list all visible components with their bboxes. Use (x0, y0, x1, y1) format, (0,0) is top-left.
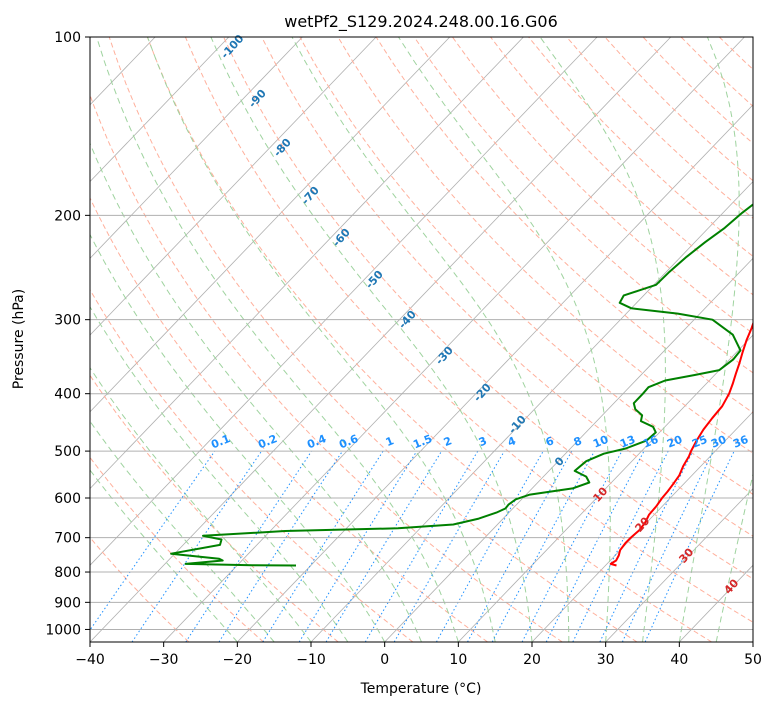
mixing-ratio-line (572, 450, 669, 642)
sounding-series (170, 203, 753, 567)
x-tick-label: 50 (744, 652, 762, 668)
dry-adiabat-line (261, 37, 753, 537)
dry-adiabat-line (223, 37, 753, 580)
moist-adiabat-line (90, 142, 422, 642)
isotherm-line (90, 37, 672, 642)
dry-adiabat-line (108, 37, 638, 642)
chart-title: wetPf2_S129.2024.248.00.16.G06 (284, 12, 558, 32)
y-tick-label: 1000 (45, 622, 81, 638)
y-tick-label: 900 (54, 595, 81, 611)
isotherm-line (90, 37, 377, 336)
dry-adiabat-line (337, 37, 753, 454)
mixing-ratio-line (218, 450, 343, 642)
x-tick-label: 0 (380, 652, 389, 668)
dry-adiabat-line (184, 37, 753, 623)
isotherm-line (90, 37, 598, 566)
dewpoint-profile-line (170, 203, 753, 567)
mixing-ratio-line (545, 450, 645, 642)
dry-adiabat-line (375, 37, 753, 414)
moist-adiabat-line (678, 37, 740, 642)
isotherm-line (90, 37, 230, 183)
moist-adiabat-line (90, 305, 349, 642)
mixing-ratio-label: 36 (731, 433, 750, 451)
x-tick-label: 40 (670, 652, 688, 668)
isotherm-line (163, 37, 745, 642)
mixing-ratio-line (491, 450, 595, 642)
moist-adiabat-line (90, 469, 238, 642)
mixing-ratio-line (435, 450, 544, 642)
pressure-gridlines (90, 37, 753, 630)
x-tick-label: −40 (75, 652, 105, 668)
x-axis-title: Temperature (°C) (360, 681, 482, 697)
moist-adiabat-line (90, 420, 275, 642)
dry-adiabat-line (90, 536, 190, 642)
plot-frame (89, 36, 754, 643)
y-tick-label: 600 (54, 491, 81, 507)
dry-adiabat-line (451, 37, 753, 335)
isotherm-line (90, 37, 524, 490)
y-tick-label: 400 (54, 387, 81, 403)
y-tick-label: 100 (54, 30, 81, 46)
mixing-ratio-label: 10 (591, 433, 610, 451)
x-tick-label: −10 (296, 652, 326, 668)
x-tick-label: −30 (149, 652, 179, 668)
moist-adiabat-line (90, 233, 386, 642)
mixing-ratio-label: 1 (384, 434, 396, 449)
mixing-ratio-label: 3 (477, 434, 489, 449)
moist-adiabat-line (398, 37, 611, 642)
x-axis: −40 −30 −20 −10 0 10 20 30 40 50 (75, 642, 762, 668)
mixing-ratio-label: 16 (641, 433, 660, 451)
y-tick-label: 800 (54, 565, 81, 581)
moist-adiabat-line (210, 37, 533, 642)
isotherm-line (90, 37, 303, 259)
x-tick-label: −20 (223, 652, 253, 668)
x-tick-label: 30 (597, 652, 615, 668)
isotherm-line (237, 104, 753, 642)
mixing-ratio-line (262, 450, 384, 642)
isotherm-line (605, 487, 753, 642)
mixing-ratio-line (131, 450, 263, 642)
dry-adiabat-line (90, 93, 563, 642)
mixing-ratio-line (467, 450, 573, 642)
mixing-ratio-label: 30 (709, 433, 728, 451)
moist-adiabat-line (715, 472, 753, 642)
mixing-ratio-line (325, 450, 443, 642)
isotherm-line (384, 257, 753, 642)
x-tick-label: 20 (523, 652, 541, 668)
y-tick-label: 200 (54, 208, 81, 224)
dry-adiabat-line (90, 456, 264, 642)
y-axis: 1000 900 800 700 600 500 400 300 200 100 (45, 30, 90, 638)
mixing-ratio-line (90, 450, 216, 631)
y-tick-label: 300 (54, 313, 81, 329)
y-tick-label: 500 (54, 444, 81, 460)
mixing-ratio-line (185, 450, 313, 642)
dry-adiabat-line (90, 196, 488, 642)
mixing-ratio-label: 13 (618, 433, 637, 451)
dry-adiabat-line (146, 37, 712, 642)
y-axis-title: Pressure (hPa) (11, 289, 27, 389)
mixing-ratio-label: 8 (572, 434, 584, 449)
mixing-ratio-label: 25 (690, 433, 709, 451)
mixing-ratio-label: 2 (442, 434, 454, 449)
dry-adiabat-line (90, 288, 414, 642)
x-tick-label: 10 (449, 652, 467, 668)
moist-adiabat-line (96, 37, 459, 642)
isotherm-line (531, 411, 753, 642)
y-tick-label: 700 (54, 531, 81, 547)
mixing-ratio-line (298, 450, 418, 642)
moist-adiabat-line (90, 366, 312, 642)
isotherm-line (458, 334, 753, 642)
moist-adiabat-line (147, 37, 496, 642)
mixing-ratio-label: 20 (665, 433, 684, 451)
moist-adiabat-line (291, 37, 570, 642)
temperature-profile-line (609, 320, 753, 567)
